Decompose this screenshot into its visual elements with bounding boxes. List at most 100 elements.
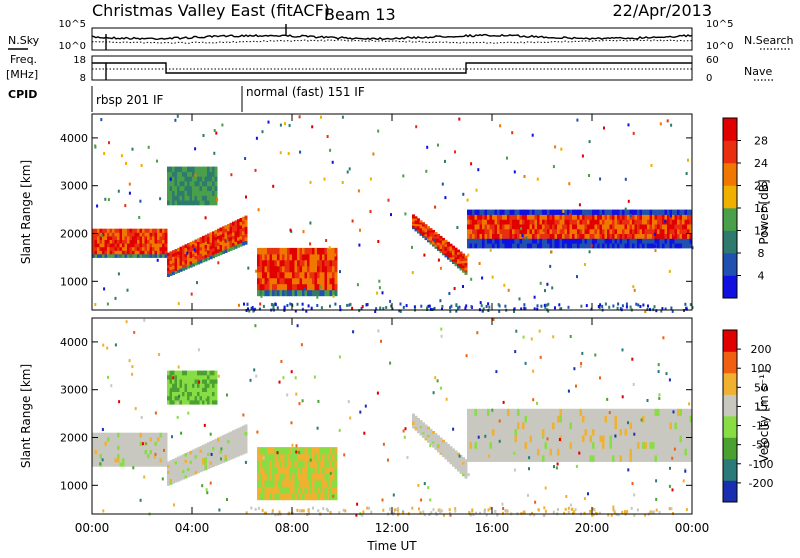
heatmap-cell — [439, 240, 443, 243]
heatmap-cell — [169, 395, 173, 401]
heatmap-cell — [497, 448, 500, 456]
heatmap-cell — [312, 473, 315, 481]
heatmap-cell — [234, 453, 238, 458]
heatmap-cell — [122, 235, 125, 240]
heatmap-cell — [207, 180, 210, 187]
heatmap-cell — [424, 226, 428, 229]
heatmap-cell — [647, 238, 650, 244]
heatmap-cell — [597, 454, 600, 462]
heatmap-cell — [552, 219, 555, 225]
heatmap-cell — [109, 441, 113, 446]
heatmap-cell — [612, 238, 615, 244]
heatmap-cell — [222, 458, 225, 463]
heatmap-cell — [244, 215, 248, 220]
heatmap-cell — [174, 180, 178, 187]
heatmap-speckle — [298, 450, 301, 454]
heatmap-cell — [187, 171, 190, 177]
heatmap-cell — [134, 462, 138, 467]
heatmap-speckle — [323, 177, 326, 181]
heatmap-cell — [537, 428, 540, 436]
heatmap-cell — [277, 473, 280, 481]
heatmap-cell — [299, 453, 303, 461]
heatmap-cell — [487, 228, 490, 234]
heatmap-cell — [297, 460, 300, 468]
heatmap-cell — [482, 448, 485, 456]
heatmap-cell — [124, 449, 128, 455]
heatmap-cell — [412, 426, 415, 429]
heatmap-cell — [574, 219, 578, 225]
heatmap-cell — [619, 428, 623, 436]
heatmap-cell — [422, 227, 425, 231]
heatmap-cell — [414, 428, 418, 431]
heatmap-cell — [107, 432, 110, 438]
freq-unit-label: [MHz] — [6, 68, 38, 81]
heatmap-speckle — [376, 291, 379, 295]
heatmap-cell — [524, 428, 528, 436]
heatmap-cell — [104, 239, 108, 244]
heatmap-cell — [307, 247, 310, 255]
heatmap-cell — [622, 209, 625, 215]
heatmap-cell — [669, 435, 673, 443]
heatmap-cell — [312, 247, 315, 255]
heatmap-cell — [179, 477, 183, 481]
heatmap-cell — [122, 441, 125, 446]
heatmap-cell — [662, 243, 665, 249]
heatmap-cell — [584, 415, 588, 423]
heatmap-cell — [522, 435, 525, 443]
heatmap-cell — [494, 243, 498, 249]
heatmap-cell — [199, 458, 203, 463]
heatmap-speckle — [334, 253, 337, 257]
heatmap-speckle — [423, 513, 426, 517]
heatmap-cell — [134, 232, 138, 237]
colorbar-tick-label: 12 — [754, 225, 768, 238]
heatmap-cell — [462, 253, 465, 257]
heatmap-cell — [217, 440, 220, 445]
heatmap-cell — [237, 222, 240, 227]
heatmap-cell — [622, 422, 625, 430]
heatmap-cell — [212, 180, 215, 187]
heatmap-cell — [119, 228, 123, 233]
heatmap-cell — [644, 233, 648, 239]
noise-series — [91, 24, 693, 50]
heatmap-cell — [182, 454, 185, 458]
heatmap-speckle — [441, 305, 444, 308]
heatmap-cell — [297, 259, 300, 267]
heatmap-speckle — [657, 370, 660, 373]
heatmap-cell — [169, 475, 173, 479]
heatmap-cell — [192, 471, 195, 476]
heatmap-cell — [309, 447, 313, 455]
heatmap-cell — [114, 239, 118, 244]
heatmap-cell — [302, 265, 305, 273]
heatmap-cell — [689, 408, 693, 416]
heatmap-cell — [304, 447, 308, 455]
heatmap-cell — [177, 471, 180, 476]
heatmap-cell — [609, 441, 613, 449]
heatmap-cell — [219, 244, 223, 249]
heatmap-cell — [149, 449, 153, 455]
heatmap-cell — [204, 387, 208, 392]
heatmap-cell — [422, 431, 425, 435]
heatmap-speckle — [664, 219, 667, 223]
heatmap-cell — [212, 244, 215, 249]
freq-tick-bottom: 8 — [80, 73, 86, 84]
heatmap-cell — [499, 233, 503, 239]
heatmap-cell — [519, 422, 523, 430]
heatmap-cell — [262, 247, 265, 255]
heatmap-speckle — [161, 477, 164, 481]
heatmap-cell — [202, 387, 205, 392]
heatmap-cell — [599, 454, 603, 462]
heatmap-cell — [619, 435, 623, 443]
heatmap-cell — [189, 180, 193, 187]
heatmap-cell — [137, 235, 140, 240]
heatmap-cell — [462, 265, 465, 268]
heatmap-cell — [264, 453, 268, 461]
heatmap-cell — [459, 267, 463, 271]
heatmap-speckle — [226, 393, 228, 397]
heatmap-cell — [257, 447, 260, 455]
heatmap-cell — [304, 289, 308, 297]
heatmap-cell — [514, 238, 518, 244]
heatmap-cell — [602, 233, 605, 239]
heatmap-cell — [104, 232, 108, 237]
heatmap-cell — [262, 493, 265, 501]
heatmap-cell — [117, 462, 120, 467]
